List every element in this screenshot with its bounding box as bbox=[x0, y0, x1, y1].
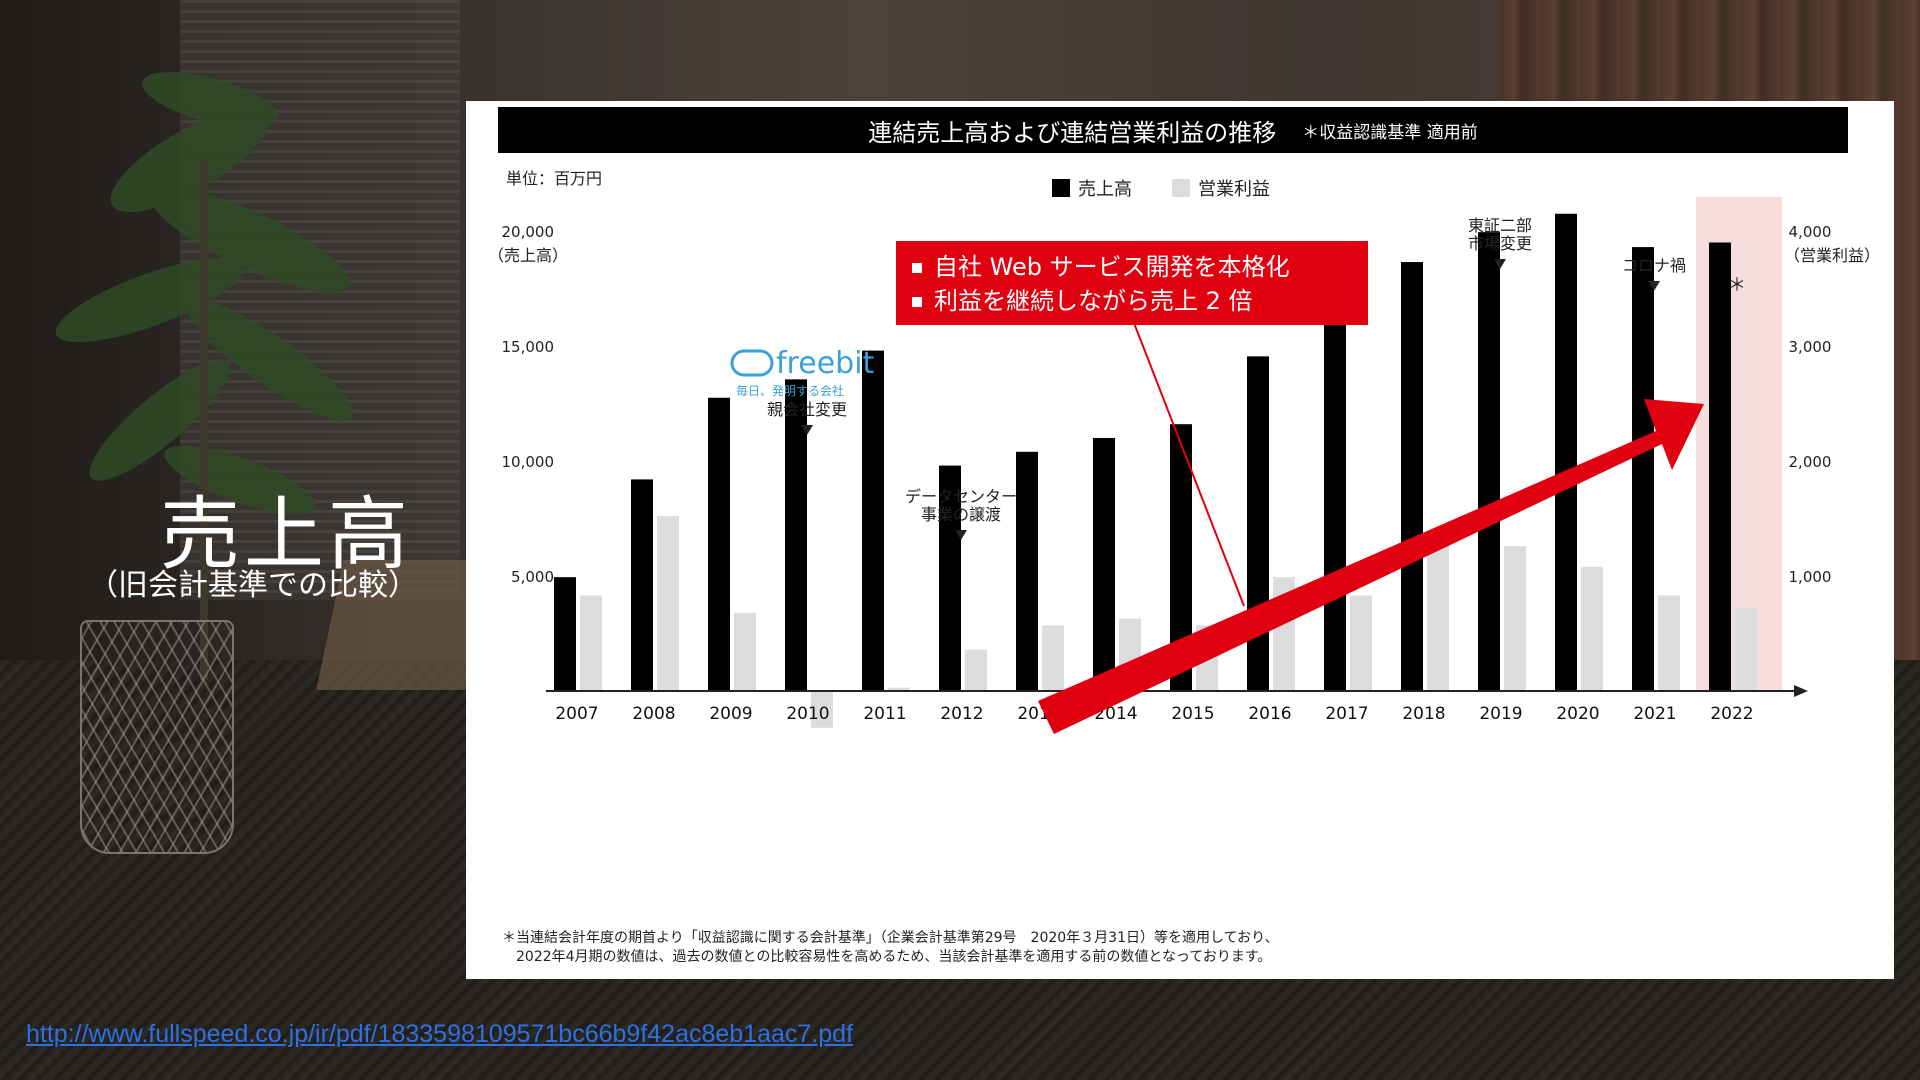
bar-sales-2011 bbox=[862, 350, 884, 691]
bar-profit-2011 bbox=[888, 687, 910, 691]
bar-profit-2010 bbox=[811, 691, 833, 728]
y-tick-right: 1,000 bbox=[1789, 568, 1832, 586]
bar-profit-2019 bbox=[1504, 546, 1526, 691]
footnote-line-1: ＊当連結会計年度の期首より「収益認識に関する会計基準」（企業会計基準第29号 2… bbox=[502, 930, 1279, 946]
wire-basket-decoration bbox=[80, 620, 234, 854]
bar-sales-2016 bbox=[1247, 356, 1269, 691]
bar-profit-2017 bbox=[1350, 595, 1372, 691]
chart-title-note: ＊収益認識基準 適用前 bbox=[1302, 122, 1478, 143]
chart-title-bar: 連結売上高および連結営業利益の推移 ＊収益認識基準 適用前 bbox=[498, 107, 1848, 153]
x-tick-2017: 2017 bbox=[1325, 704, 1368, 724]
bar-sales-2007 bbox=[554, 577, 576, 691]
trend-arrow bbox=[1038, 399, 1704, 734]
x-tick-2007: 2007 bbox=[555, 704, 598, 724]
x-tick-2021: 2021 bbox=[1633, 704, 1676, 724]
side-subtitle: （旧会計基準での比較） bbox=[88, 568, 418, 603]
bar-sales-2018 bbox=[1401, 262, 1423, 691]
y-tick-left: 20,000 bbox=[502, 223, 555, 241]
bar-profit-2021 bbox=[1658, 595, 1680, 691]
legend-swatch-profit bbox=[1172, 179, 1190, 197]
annotation-label2-2012: 事業の譲渡 bbox=[921, 505, 1001, 524]
legend-label-sales: 売上高 bbox=[1078, 179, 1132, 200]
x-tick-2009: 2009 bbox=[709, 704, 752, 724]
freebit-logo-tagline: 毎日、発明する会社 bbox=[736, 383, 844, 398]
bar-profit-2008 bbox=[657, 516, 679, 691]
annotation-label-2021: コロナ禍 bbox=[1622, 256, 1686, 275]
bar-profit-2007 bbox=[580, 595, 602, 691]
x-tick-2012: 2012 bbox=[940, 704, 983, 724]
y-tick-right: 4,000 bbox=[1789, 223, 1832, 241]
x-tick-2010: 2010 bbox=[786, 704, 829, 724]
bar-sales-2022 bbox=[1709, 242, 1731, 691]
callout-line-2: 利益を継続しながら売上 2 倍 bbox=[934, 287, 1253, 315]
side-title: 売上高 bbox=[160, 488, 412, 581]
bar-profit-2012 bbox=[965, 649, 987, 691]
bar-profit-2020 bbox=[1581, 566, 1603, 691]
freebit-logo: freebit 毎日、発明する会社 bbox=[730, 346, 875, 398]
annotation-label2-2019: 市場変更 bbox=[1468, 234, 1532, 253]
x-axis-arrowhead bbox=[1794, 685, 1808, 697]
bar-sales-2009 bbox=[708, 397, 730, 691]
bar-sales-2013 bbox=[1016, 451, 1038, 691]
y-tick-left: 10,000 bbox=[502, 453, 555, 471]
y-tick-right: 2,000 bbox=[1789, 453, 1832, 471]
bar-sales-2019 bbox=[1478, 232, 1500, 691]
x-tick-2008: 2008 bbox=[632, 704, 675, 724]
chart-title: 連結売上高および連結営業利益の推移 bbox=[868, 118, 1277, 147]
y-tick-right: 3,000 bbox=[1789, 338, 1832, 356]
y-axis-label-left: （売上高） bbox=[488, 246, 568, 265]
annotation-label-2012: データセンター bbox=[905, 487, 1017, 506]
x-tick-2016: 2016 bbox=[1248, 704, 1291, 724]
legend-label-profit: 営業利益 bbox=[1198, 179, 1270, 200]
x-tick-2019: 2019 bbox=[1479, 704, 1522, 724]
x-tick-2015: 2015 bbox=[1171, 704, 1214, 724]
bar-profit-2022 bbox=[1735, 608, 1757, 691]
bar-sales-2015 bbox=[1170, 424, 1192, 691]
annotation-label-2010: 親会社変更 bbox=[767, 400, 847, 419]
bar-profit-2018 bbox=[1427, 539, 1449, 691]
unit-label: 単位：百万円 bbox=[506, 169, 603, 188]
y-tick-left: 5,000 bbox=[511, 568, 554, 586]
bar-sales-2014 bbox=[1093, 438, 1115, 691]
x-tick-2022: 2022 bbox=[1710, 704, 1753, 724]
annotation-asterisk: ＊ bbox=[1728, 275, 1746, 296]
bar-profit-2009 bbox=[734, 612, 756, 691]
annotation-marker-2019 bbox=[1494, 259, 1506, 269]
bar-sales-2008 bbox=[631, 479, 653, 691]
callout-bullet-1 bbox=[912, 263, 922, 273]
bar-sales-2017 bbox=[1324, 287, 1346, 691]
source-link[interactable]: http://www.fullspeed.co.jp/ir/pdf/183359… bbox=[26, 1020, 854, 1048]
callout-pointer bbox=[1133, 322, 1245, 607]
callout-bullet-2 bbox=[912, 297, 922, 307]
bar-profit-2013 bbox=[1042, 625, 1064, 691]
annotation-marker-2021 bbox=[1648, 281, 1660, 291]
y-tick-left: 15,000 bbox=[502, 338, 555, 356]
plant-decoration bbox=[55, 72, 354, 680]
chart-legend: 売上高 営業利益 bbox=[1052, 175, 1310, 201]
callout: 自社 Web サービス開発を本格化 利益を継続しながら売上 2 倍 bbox=[896, 241, 1368, 607]
callout-box bbox=[896, 241, 1368, 325]
x-tick-2018: 2018 bbox=[1402, 704, 1445, 724]
bar-sales-2020 bbox=[1555, 213, 1577, 691]
bar-sales-2010 bbox=[785, 379, 807, 691]
footnote-line-2: 2022年4月期の数値は、過去の数値との比較容易性を高めるため、当該会計基準を適… bbox=[516, 949, 1272, 965]
bar-sales-2012 bbox=[939, 465, 961, 691]
bar-sales-2021 bbox=[1632, 247, 1654, 691]
y-axis-label-right: （営業利益） bbox=[1784, 246, 1880, 265]
annotation-marker-2012 bbox=[955, 530, 967, 540]
legend-swatch-sales bbox=[1052, 179, 1070, 197]
freebit-logo-text: freebit bbox=[776, 346, 875, 381]
x-tick-2020: 2020 bbox=[1556, 704, 1599, 724]
x-tick-2011: 2011 bbox=[863, 704, 906, 724]
footnote: ＊当連結会計年度の期首より「収益認識に関する会計基準」（企業会計基準第29号 2… bbox=[502, 929, 1279, 967]
chart-plot: （売上高） （営業利益） 5,000 10,000 15,000 20,000 1,00… bbox=[488, 197, 1880, 734]
callout-line-1: 自社 Web サービス開発を本格化 bbox=[934, 253, 1290, 281]
legend-item-sales: 売上高 bbox=[1052, 175, 1132, 201]
chart-panel: 連結売上高および連結営業利益の推移 ＊収益認識基準 適用前 単位：百万円 売上高… bbox=[466, 101, 1894, 979]
annotation-marker-2010 bbox=[801, 425, 813, 435]
freebit-logo-mark bbox=[730, 349, 774, 377]
annotation-label-2019: 東証二部 bbox=[1468, 216, 1532, 235]
legend-item-profit: 営業利益 bbox=[1172, 175, 1270, 201]
